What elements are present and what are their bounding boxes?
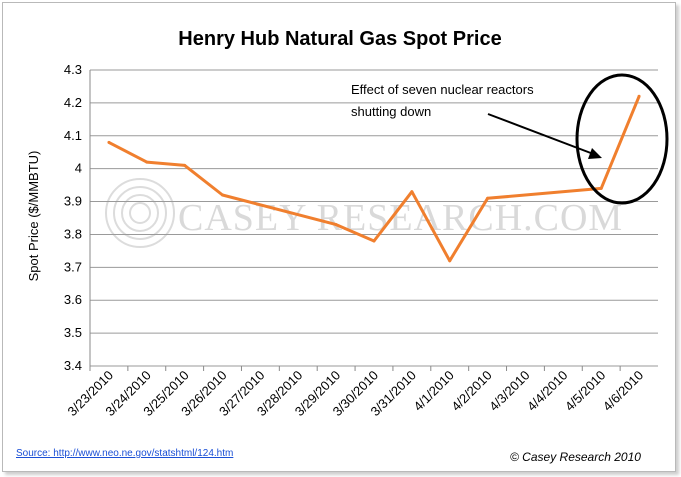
- data-point: [334, 223, 338, 227]
- watermark-text: CASEY RESEARCH.COM: [178, 197, 623, 239]
- data-point: [410, 190, 414, 194]
- source-link[interactable]: Source: http://www.neo.ne.gov/statshtml/…: [16, 448, 234, 459]
- x-tick-label: 4/5/2010: [562, 368, 608, 414]
- annotation: Effect of seven nuclear reactors shuttin…: [351, 73, 669, 205]
- data-point: [107, 140, 111, 144]
- copyright-text: © Casey Research 2010: [510, 450, 641, 464]
- highlight-circle: [575, 73, 669, 205]
- y-tick-label: 4.3: [64, 62, 82, 77]
- gridlines: [89, 69, 658, 367]
- y-axis-label: Spot Price ($/MMBTU): [26, 151, 41, 282]
- data-point: [637, 94, 641, 98]
- watermark-spiral-icon: [105, 178, 175, 248]
- y-tick-label: 4.2: [64, 95, 82, 110]
- chart-title: Henry Hub Natural Gas Spot Price: [178, 28, 501, 50]
- x-tick-label: 4/4/2010: [524, 368, 570, 414]
- annotation-line-2: shutting down: [351, 104, 431, 119]
- x-tick-label: 4/6/2010: [600, 368, 646, 414]
- data-point: [221, 193, 225, 197]
- data-point: [145, 160, 149, 164]
- x-tick-label: 4/2/2010: [448, 368, 494, 414]
- data-point: [486, 196, 490, 200]
- x-tick-labels: 3/23/20103/24/20103/25/20103/26/20103/27…: [65, 366, 646, 419]
- data-point: [448, 259, 452, 263]
- y-tick-label: 4: [75, 161, 82, 176]
- y-tick-label: 3.4: [64, 358, 82, 373]
- y-tick-labels: 3.4 3.5 3.6 3.7 3.8 3.9 4 4.1 4.2 4.3: [64, 62, 82, 373]
- y-tick-label: 3.9: [64, 194, 82, 209]
- chart-frame: [2, 2, 676, 472]
- y-tick-label: 4.1: [64, 128, 82, 143]
- x-tick-label: 4/3/2010: [486, 368, 532, 414]
- data-point: [599, 186, 603, 190]
- x-tick-label: 4/1/2010: [410, 368, 456, 414]
- annotation-line-1: Effect of seven nuclear reactors: [351, 82, 534, 97]
- y-tick-label: 3.7: [64, 259, 82, 274]
- data-point: [183, 163, 187, 167]
- annotation-arrowhead: [588, 148, 602, 159]
- y-tick-label: 3.5: [64, 325, 82, 340]
- series-lines: [107, 94, 641, 263]
- y-tick-label: 3.8: [64, 226, 82, 241]
- data-point: [372, 239, 376, 243]
- y-tick-label: 3.6: [64, 292, 82, 307]
